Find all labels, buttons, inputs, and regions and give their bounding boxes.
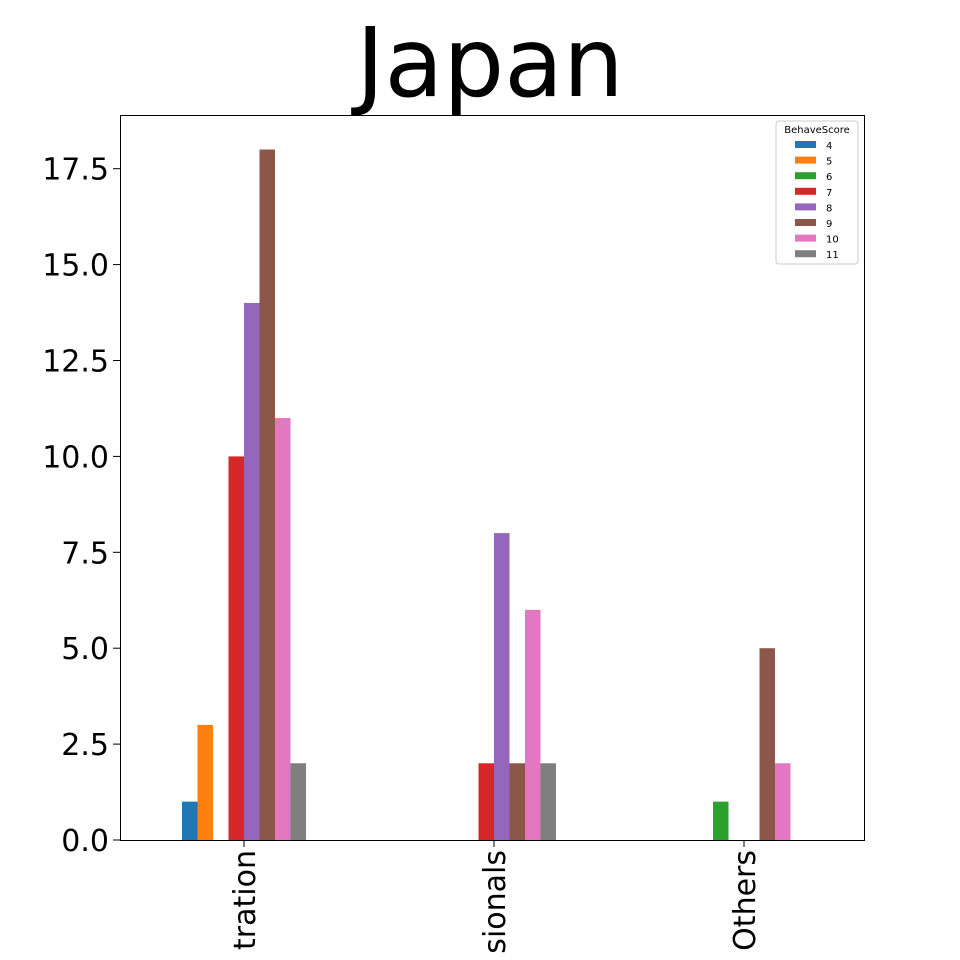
bar-5-administration xyxy=(197,724,213,840)
legend-swatch-7 xyxy=(795,187,816,195)
legend-swatch-5 xyxy=(795,156,816,164)
chart-title: Japan xyxy=(351,7,624,119)
legend-box xyxy=(775,120,859,265)
x-tick-label: tration xyxy=(228,850,263,950)
x-tick-label: Others xyxy=(728,850,763,951)
legend-label-5: 5 xyxy=(826,157,832,168)
y-tick-label: 7.5 xyxy=(61,536,109,571)
bar-8-professionals xyxy=(494,533,510,840)
legend-swatch-11 xyxy=(795,250,816,258)
y-tick-label: 15.0 xyxy=(42,249,109,284)
bar-9-others xyxy=(759,648,775,840)
bar-10-professionals xyxy=(525,609,541,840)
legend-swatch-10 xyxy=(795,234,816,242)
legend-swatch-4 xyxy=(795,141,816,148)
y-tick-label: 0.0 xyxy=(61,824,109,859)
legend-swatch-6 xyxy=(795,172,816,180)
y-tick-label: 17.5 xyxy=(42,153,109,188)
bar-4-administration xyxy=(182,801,198,840)
legend-label-4: 4 xyxy=(826,141,832,152)
legend-label-8: 8 xyxy=(826,203,832,214)
legend-title: BehaveScore xyxy=(784,125,850,136)
bar-7-professionals xyxy=(478,763,494,840)
bar-10-administration xyxy=(275,418,291,840)
legend-label-11: 11 xyxy=(826,250,839,261)
legend-label-10: 10 xyxy=(826,235,839,246)
legend-label-7: 7 xyxy=(826,188,832,199)
bar-10-others xyxy=(775,763,791,840)
bar-11-professionals xyxy=(540,763,556,840)
bar-6-others xyxy=(713,801,729,840)
y-tick-label: 5.0 xyxy=(61,632,109,667)
legend-label-9: 9 xyxy=(826,219,832,230)
bar-9-professionals xyxy=(509,763,525,840)
y-axis: 0.0 2.5 5.0 7.5 10.0 12.5 15.0 17.5 xyxy=(42,153,120,859)
x-axis: tration sionals Others xyxy=(228,840,763,954)
legend: BehaveScore 4 5 6 7 8 9 10 11 xyxy=(775,120,859,265)
y-tick-label: 12.5 xyxy=(42,345,109,380)
plot-frame xyxy=(120,115,865,841)
bar-11-administration xyxy=(290,763,306,840)
bar-9-administration xyxy=(259,149,275,840)
y-tick-label: 2.5 xyxy=(61,728,109,763)
bar-8-administration xyxy=(244,302,260,841)
bars-group xyxy=(182,149,791,841)
legend-swatch-8 xyxy=(795,203,816,211)
legend-swatch-9 xyxy=(795,219,816,226)
y-tick-label: 10.0 xyxy=(42,440,109,475)
x-tick-label: sionals xyxy=(478,850,513,954)
bar-7-administration xyxy=(228,456,244,840)
legend-label-6: 6 xyxy=(826,172,832,183)
